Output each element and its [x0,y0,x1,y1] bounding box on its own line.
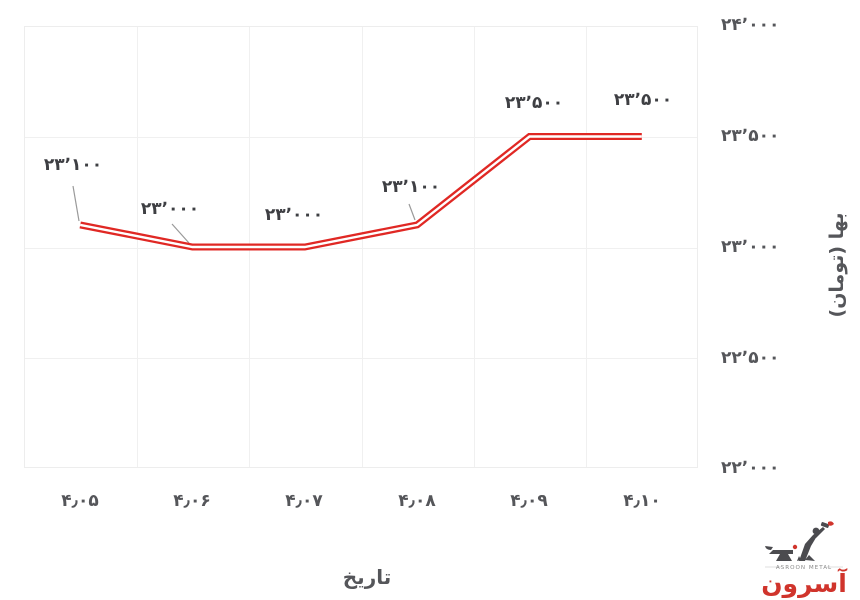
plot-area [24,26,698,468]
y-axis-title: بها (تومان) [826,212,848,318]
gridline-horizontal [25,358,697,359]
data-label: ۲۳٬۰۰۰ [264,205,324,225]
data-label: ۲۳٬۱۰۰ [43,155,103,175]
gridline-vertical [249,27,250,467]
x-axis-tick: ۴٫۰۶ [173,491,211,511]
y-axis-tick: ۲۳٬۰۰۰ [721,237,780,257]
x-axis-tick: ۴٫۰۷ [285,491,323,511]
logo-wordmark: آسرون [761,568,848,598]
x-axis-tick: ۴٫۱۰ [623,491,661,511]
x-axis-tick: ۴٫۰۹ [510,491,548,511]
logo-caption: ASROON METAL [776,565,832,571]
data-label: ۲۳٬۱۰۰ [381,177,441,197]
gridline-horizontal [25,137,697,138]
gridline-horizontal [25,248,697,249]
gridline-vertical [474,27,475,467]
gridline-vertical [137,27,138,467]
gridline-vertical [586,27,587,467]
blacksmith-icon [765,521,834,561]
y-axis-tick: ۲۲٬۰۰۰ [721,458,780,478]
x-axis-title: تاریخ [342,565,392,589]
y-axis-tick: ۲۴٬۰۰۰ [721,15,780,35]
asroon-logo: ASROON METAL آسرون [761,521,848,598]
data-label: ۲۳٬۰۰۰ [140,199,200,219]
y-axis-tick: ۲۲٬۵۰۰ [721,348,780,368]
gridline-vertical [362,27,363,467]
data-label: ۲۳٬۵۰۰ [613,90,673,110]
x-axis-tick: ۴٫۰۸ [398,491,436,511]
x-axis-tick: ۴٫۰۵ [61,491,99,511]
y-axis-tick: ۲۳٬۵۰۰ [721,126,780,146]
data-label: ۲۳٬۵۰۰ [504,93,564,113]
